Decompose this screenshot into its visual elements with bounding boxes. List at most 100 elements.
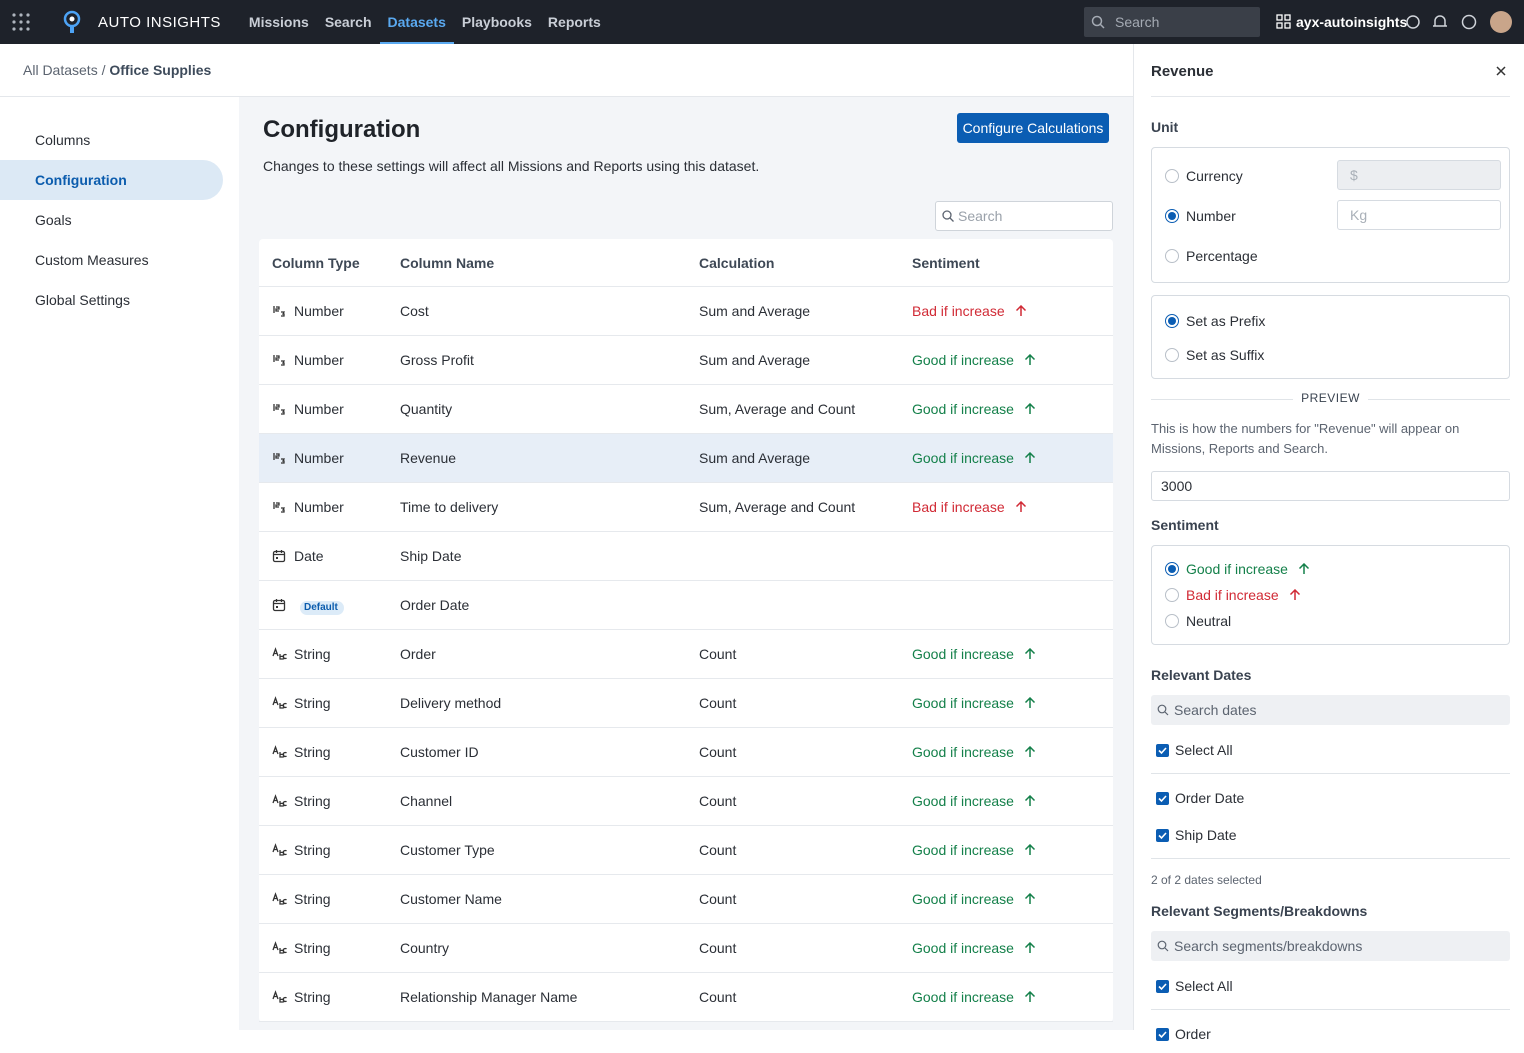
table-search[interactable]: Search: [935, 201, 1113, 231]
column-name: Gross Profit: [400, 336, 474, 384]
checkbox-box: [1156, 980, 1169, 993]
radio-option[interactable]: Good if increase: [1165, 556, 1509, 582]
sentiment: Good if increase: [912, 630, 1036, 678]
checkbox-option[interactable]: Order Date: [1151, 780, 1510, 817]
sentiment-label: Good if increase: [912, 793, 1014, 809]
sidebar-item[interactable]: Configuration: [0, 160, 223, 200]
radio[interactable]: [1165, 169, 1179, 183]
sentiment: Good if increase: [912, 826, 1036, 874]
radio[interactable]: [1165, 562, 1179, 576]
column-type: Number: [272, 483, 344, 531]
close-button[interactable]: [1496, 66, 1506, 76]
chat-icon[interactable]: [1407, 16, 1419, 28]
type-label: Date: [294, 548, 324, 564]
column-type: Default: [272, 581, 344, 629]
list-search[interactable]: Search segments/breakdowns: [1151, 931, 1510, 961]
arrow-icon: [1024, 648, 1036, 660]
sentiment-label: Good if increase: [912, 695, 1014, 711]
search-placeholder: Search dates: [1174, 702, 1257, 718]
configure-button[interactable]: Configure Calculations: [957, 113, 1109, 143]
column-name: Delivery method: [400, 679, 501, 727]
calculation: Count: [699, 973, 736, 1021]
sidebar-item[interactable]: Goals: [0, 200, 223, 240]
type-label: String: [294, 646, 331, 662]
avatar[interactable]: [1490, 11, 1512, 33]
arrow-icon: [1024, 844, 1036, 856]
nav-link[interactable]: Playbooks: [454, 0, 540, 44]
breadcrumb: All Datasets / Office Supplies: [0, 44, 1133, 97]
preview-input[interactable]: 3000: [1151, 471, 1510, 501]
radio-option[interactable]: Neutral: [1165, 608, 1509, 634]
global-search[interactable]: Search: [1084, 7, 1260, 37]
column-type: Number: [272, 385, 344, 433]
radio-option[interactable]: Set as Prefix: [1165, 304, 1509, 338]
radio[interactable]: [1165, 614, 1179, 628]
arrow-icon: [1024, 403, 1036, 415]
column-type: String: [272, 973, 331, 1021]
checkbox-label: Order: [1175, 1026, 1211, 1042]
type-label: String: [294, 989, 331, 1005]
workspace[interactable]: ayx-autoinsights: [1296, 0, 1407, 44]
nav-link[interactable]: Datasets: [380, 0, 454, 44]
radio-option[interactable]: Set as Suffix: [1165, 338, 1509, 372]
brand: AUTO INSIGHTS: [98, 14, 221, 31]
unit-input[interactable]: $: [1337, 160, 1501, 190]
position-options: Set as Prefix Set as Suffix: [1151, 295, 1510, 379]
unit-input[interactable]: Kg: [1337, 200, 1501, 230]
radio-option[interactable]: Bad if increase: [1165, 582, 1509, 608]
nav-link[interactable]: Missions: [241, 0, 317, 44]
crumb-link[interactable]: All Datasets: [23, 62, 98, 78]
radio-label: Set as Suffix: [1186, 347, 1264, 363]
radio-option[interactable]: Percentage: [1165, 236, 1509, 276]
bell-icon[interactable]: [1433, 16, 1447, 26]
radio[interactable]: [1165, 588, 1179, 602]
column-type: String: [272, 826, 331, 874]
app-switcher[interactable]: [0, 0, 44, 44]
crumb-current: Office Supplies: [109, 62, 211, 78]
sidebar-item[interactable]: Global Settings: [0, 280, 223, 320]
checkbox-option[interactable]: Ship Date: [1151, 817, 1510, 854]
list-search[interactable]: Search dates: [1151, 695, 1510, 725]
checkbox-option[interactable]: Select All: [1151, 968, 1510, 1005]
type-label: String: [294, 695, 331, 711]
sidebar-item[interactable]: Custom Measures: [0, 240, 223, 280]
checkbox-option[interactable]: Order: [1151, 1016, 1510, 1053]
help-icon[interactable]: [1463, 16, 1476, 29]
header-cell: Column Name: [400, 239, 494, 287]
radio-option[interactable]: Currency$: [1165, 156, 1509, 196]
column-name: Revenue: [400, 434, 456, 482]
preview-label: PREVIEW: [1293, 391, 1368, 405]
column-name: Country: [400, 924, 449, 972]
nav-link[interactable]: Search: [317, 0, 380, 44]
radio[interactable]: [1165, 209, 1179, 223]
radio[interactable]: [1165, 314, 1179, 328]
column-name: Customer ID: [400, 728, 479, 776]
nav-link[interactable]: Reports: [540, 0, 609, 44]
number-icon: [272, 402, 288, 416]
sentiment-label: Bad if increase: [912, 499, 1005, 515]
checkbox-option[interactable]: Select All: [1151, 732, 1510, 769]
sentiment: Good if increase: [912, 728, 1036, 776]
radio[interactable]: [1165, 249, 1179, 263]
radio[interactable]: [1165, 348, 1179, 362]
section-label: Sentiment: [1151, 517, 1510, 533]
sidebar-item[interactable]: Columns: [0, 120, 223, 160]
calculation: Count: [699, 777, 736, 825]
